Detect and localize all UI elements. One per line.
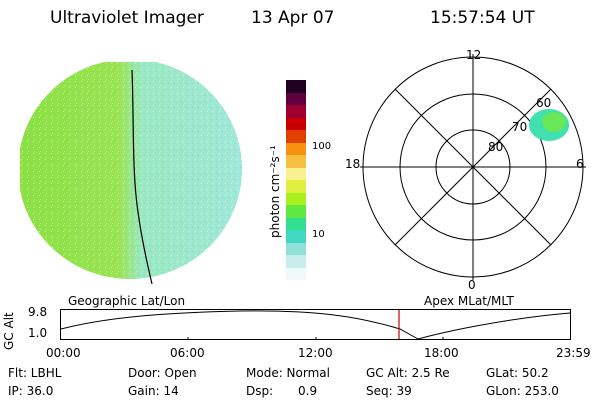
timeline-y-tick-bottom: 1.0 — [28, 326, 48, 340]
timeline-y-tick-top: 9.8 — [28, 305, 48, 319]
colorbar — [286, 80, 306, 280]
colorbar-segment — [286, 230, 306, 243]
mlat-label-60: 60 — [536, 96, 552, 110]
info-seq: Seq: 39 — [366, 384, 412, 398]
colorbar-segment — [286, 205, 306, 218]
info-ip: IP: 36.0 — [8, 384, 54, 398]
colorbar-segment — [286, 105, 306, 118]
colorbar-segment — [286, 155, 306, 168]
timeline-y-axis-label: GC Alt — [2, 312, 16, 350]
timeline-x-tick-2359: 23:59 — [556, 346, 591, 360]
colorbar-tick-10: 10 — [312, 229, 325, 240]
timeline-x-tick-1800: 18:00 — [424, 346, 459, 360]
timeline-plot — [60, 309, 571, 340]
info-filter: Flt: LBHL — [8, 366, 62, 380]
info-mode: Mode: Normal — [246, 366, 330, 380]
mlt-label-18: 18 — [345, 157, 361, 171]
mlt-label-6: 6 — [576, 157, 584, 171]
colorbar-segment — [286, 130, 306, 143]
terminator-line — [131, 69, 153, 285]
timeline-x-tick-0000: 00:00 — [46, 346, 81, 360]
colorbar-segment — [286, 217, 306, 230]
timeline-x-tick-1200: 12:00 — [298, 346, 333, 360]
colorbar-segment — [286, 92, 306, 105]
colorbar-segment — [286, 167, 306, 180]
date-label: 13 Apr 07 — [251, 8, 335, 28]
timeline-x-tick-0600: 06:00 — [170, 346, 205, 360]
info-glat: GLat: 50.2 — [486, 366, 549, 380]
colorbar-segment — [286, 255, 306, 268]
colorbar-segment — [286, 267, 306, 280]
colorbar-segment — [286, 142, 306, 155]
globe-image-panel — [20, 62, 242, 285]
info-dsp-value: 0.9 — [298, 384, 318, 398]
info-glon: GLon: 253.0 — [486, 384, 559, 398]
instrument-title: Ultraviolet Imager — [50, 8, 204, 28]
colorbar-segment — [286, 117, 306, 130]
timeline-left-title: Geographic Lat/Lon — [68, 294, 186, 308]
colorbar-unit-label: photon cm⁻²s⁻¹ — [268, 145, 282, 238]
mlt-label-12: 12 — [466, 48, 482, 62]
info-dsp-label: Dsp: — [246, 384, 274, 398]
timeline-right-title: Apex MLat/MLT — [424, 294, 514, 308]
colorbar-segment — [286, 180, 306, 193]
mlt-label-0: 0 — [468, 278, 476, 292]
info-door: Door: Open — [128, 366, 197, 380]
mlat-label-80: 80 — [488, 140, 504, 154]
info-gc-alt: GC Alt: 2.5 Re — [366, 366, 450, 380]
colorbar-segment — [286, 242, 306, 255]
altitude-curve — [60, 310, 571, 340]
mlat-label-70: 70 — [512, 120, 528, 134]
info-gain: Gain: 14 — [128, 384, 179, 398]
polar-plot — [360, 54, 586, 280]
time-label: 15:57:54 UT — [430, 8, 535, 28]
colorbar-segment — [286, 192, 306, 205]
colorbar-tick-100: 100 — [312, 141, 332, 152]
colorbar-segment — [286, 80, 306, 93]
